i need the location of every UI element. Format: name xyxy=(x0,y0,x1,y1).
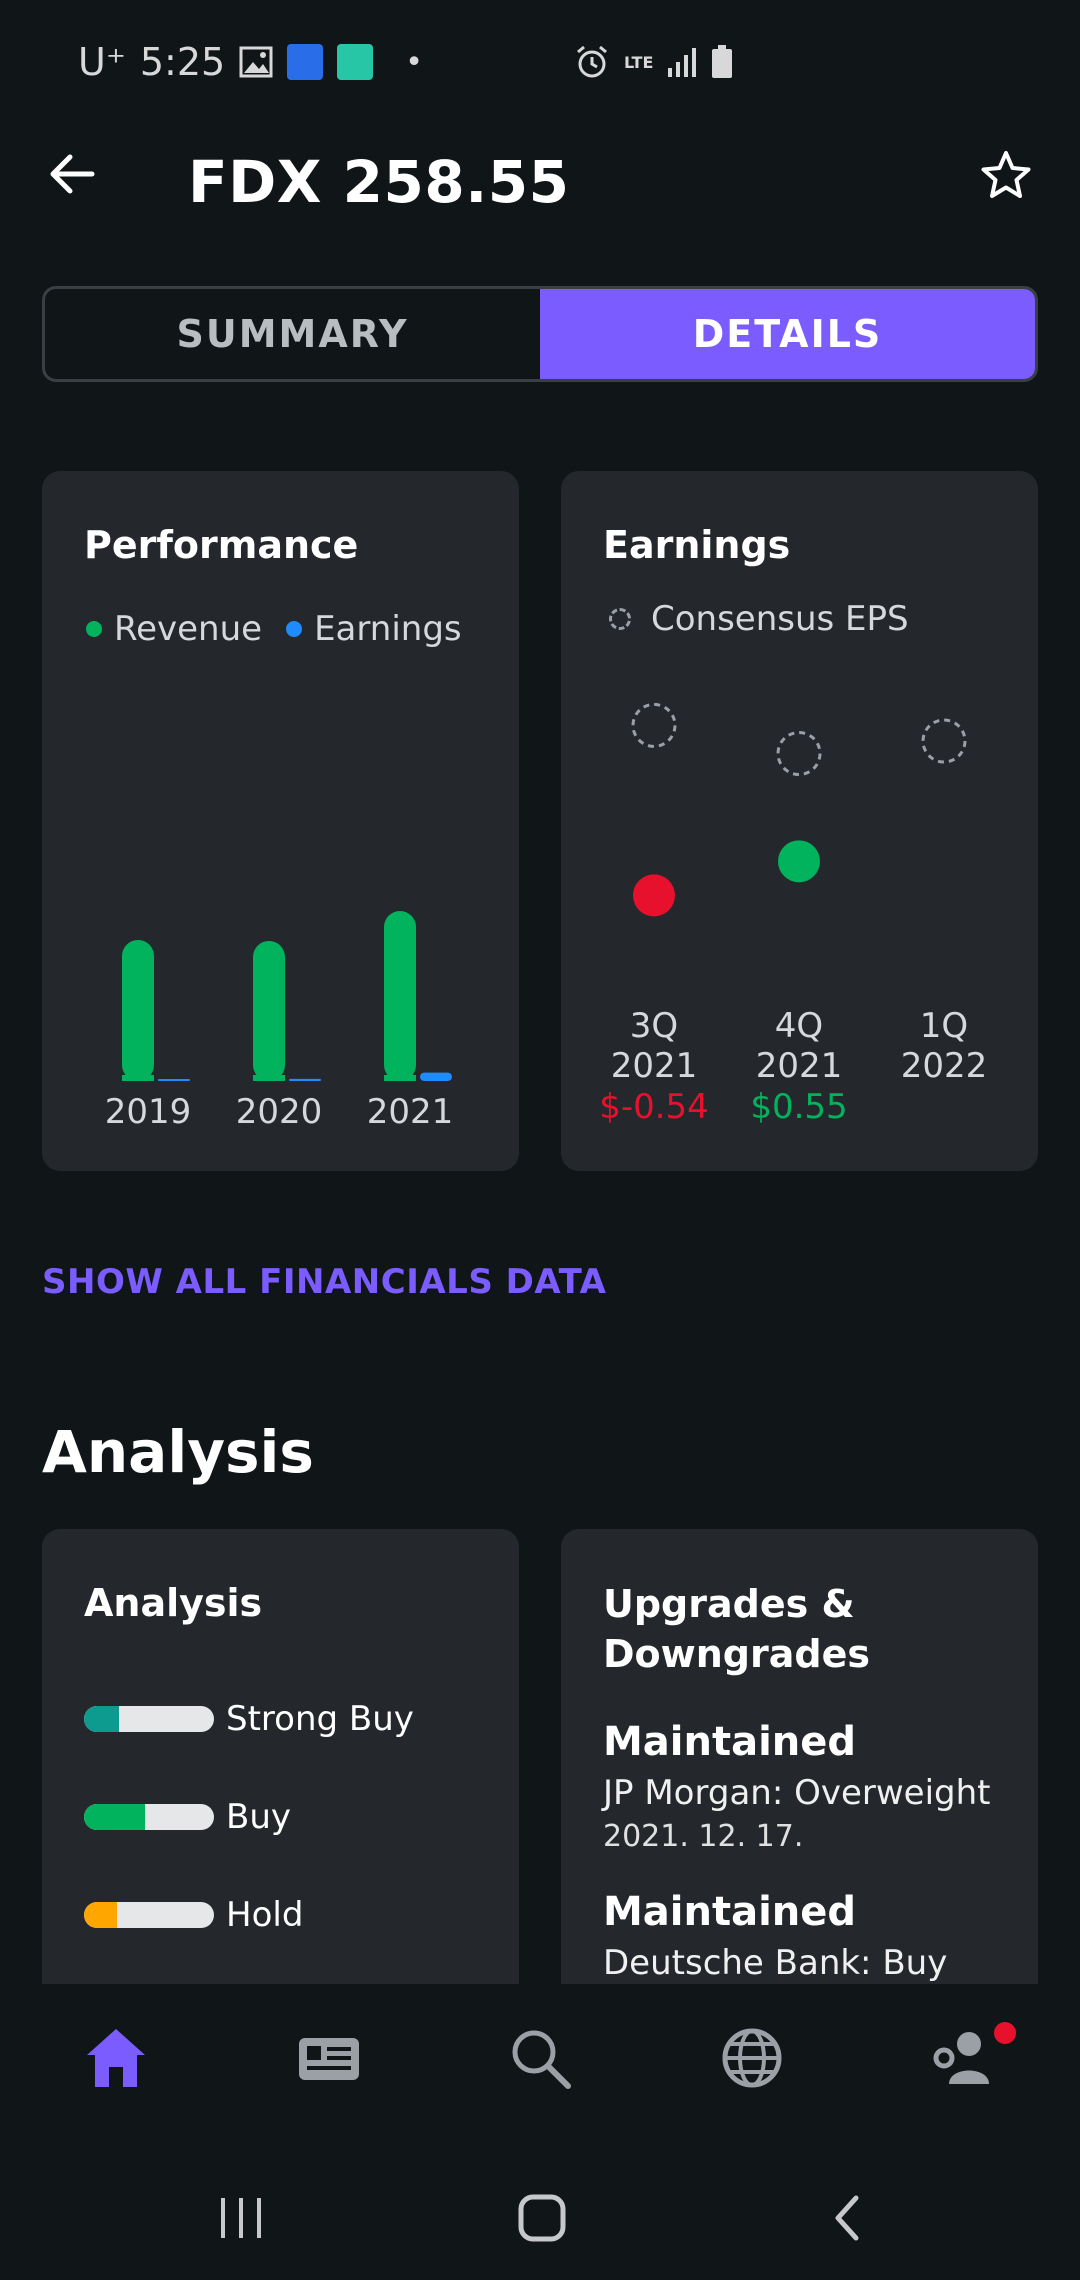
back-button[interactable] xyxy=(44,146,100,202)
upgrades-downgrades-card[interactable]: Upgrades & Downgrades Maintained JP Morg… xyxy=(561,1529,1038,1999)
year-tick-label: 2020 xyxy=(236,1092,323,1132)
revenue-bar-base xyxy=(122,1075,154,1081)
quarter-tick-label: 4Q xyxy=(775,1006,823,1046)
eps-value-label: $-0.54 xyxy=(599,1087,709,1127)
status-bar: U⁺ 5:25 • LTE xyxy=(0,0,1080,128)
buy-bar xyxy=(84,1804,214,1830)
actual-eps-point xyxy=(633,874,675,917)
nav-search[interactable] xyxy=(500,2018,580,2098)
carrier-label: U⁺ xyxy=(78,40,126,84)
nav-markets[interactable] xyxy=(712,2018,792,2098)
strong-buy-label: Strong Buy xyxy=(226,1699,414,1739)
battery-icon xyxy=(712,45,733,78)
revenue-bar xyxy=(122,939,154,1081)
star-icon xyxy=(981,151,1031,198)
analysis-card[interactable]: Analysis Strong Buy Buy Hold xyxy=(42,1529,519,1999)
notification-badge xyxy=(994,2022,1016,2044)
actual-eps-point xyxy=(778,840,820,883)
earnings-legend-label: Earnings xyxy=(314,609,462,649)
k-app-icon xyxy=(337,44,374,80)
app-notification-icon xyxy=(287,44,324,80)
upgrade-item: Maintained Deutsche Bank: Buy xyxy=(603,1889,947,1983)
revenue-legend-label: Revenue xyxy=(114,609,263,649)
nav-home[interactable] xyxy=(76,2018,156,2098)
performance-title: Performance xyxy=(84,523,359,567)
strong-buy-bar xyxy=(84,1706,214,1732)
more-notifications-dot: • xyxy=(405,44,423,80)
bottom-navigation xyxy=(0,1984,1080,2156)
performance-legend: Revenue Earnings xyxy=(86,609,462,649)
tab-summary[interactable]: SUMMARY xyxy=(176,312,409,356)
rating-row-buy: Buy xyxy=(84,1797,291,1837)
quarter-tick-label: 1Q xyxy=(920,1006,968,1046)
network-type: LTE xyxy=(624,52,654,72)
back-system-icon[interactable] xyxy=(830,2194,862,2242)
signal-icon xyxy=(668,48,697,77)
revenue-bar xyxy=(384,911,416,1081)
earnings-legend: Consensus EPS xyxy=(609,599,909,639)
clock: 5:25 xyxy=(139,40,226,84)
upgrades-title-line1: Upgrades & xyxy=(603,1582,855,1626)
revenue-legend-dot xyxy=(86,621,102,637)
tab-details[interactable]: DETAILS xyxy=(540,289,1035,379)
analysis-section-heading: Analysis xyxy=(42,1418,314,1486)
nav-news[interactable] xyxy=(289,2018,369,2098)
earnings-bar xyxy=(158,1079,190,1081)
rating-row-strong-buy: Strong Buy xyxy=(84,1699,414,1739)
profile-settings-icon xyxy=(933,2032,989,2084)
consensus-eps-point xyxy=(921,718,967,764)
hold-label: Hold xyxy=(226,1895,304,1935)
year-tick-label: 2021 xyxy=(367,1092,454,1132)
eps-value-label: $0.55 xyxy=(750,1087,847,1127)
year-tick-label: 2019 xyxy=(105,1092,192,1132)
globe-icon xyxy=(722,2028,782,2088)
home-icon xyxy=(87,2029,145,2087)
year-tick-label: 2022 xyxy=(901,1046,988,1086)
analysis-card-title: Analysis xyxy=(84,1581,263,1625)
recent-apps-icon[interactable] xyxy=(218,2196,264,2240)
revenue-bar-base xyxy=(253,1075,285,1081)
performance-chart: 2019 2020 2021 xyxy=(105,911,454,1132)
alarm-icon xyxy=(577,45,607,78)
search-icon xyxy=(512,2030,571,2089)
earnings-legend-dot xyxy=(286,621,303,637)
news-icon xyxy=(299,2038,359,2080)
upgrade-item: Maintained JP Morgan: Overweight 2021. 1… xyxy=(603,1719,991,1854)
upgrades-title-line2: Downgrades xyxy=(603,1632,870,1676)
page-title: FDX 258.55 xyxy=(188,148,570,216)
year-tick-label: 2021 xyxy=(756,1046,843,1086)
earnings-title: Earnings xyxy=(603,523,791,567)
hold-bar xyxy=(84,1902,214,1928)
performance-card[interactable]: Performance Revenue Earnings 2019 2020 202… xyxy=(42,471,519,1171)
earnings-bar xyxy=(289,1078,321,1081)
upgrade-date: 2021. 12. 17. xyxy=(603,1819,804,1854)
rating-row-hold: Hold xyxy=(84,1895,303,1935)
upgrade-action: Maintained xyxy=(603,1719,857,1765)
back-arrow-icon xyxy=(50,154,95,194)
upgrade-detail: JP Morgan: Overweight xyxy=(603,1773,991,1813)
quarter-tick-label: 3Q xyxy=(630,1006,678,1046)
system-navigation-bar xyxy=(0,2156,1080,2280)
year-tick-label: 2021 xyxy=(611,1046,698,1086)
earnings-card[interactable]: Earnings Consensus EPS 3Q 2021 $-0.54 4Q 202… xyxy=(561,471,1038,1171)
consensus-legend-label: Consensus EPS xyxy=(651,599,909,639)
earnings-bar xyxy=(420,1072,452,1081)
upgrade-detail: Deutsche Bank: Buy xyxy=(603,1943,948,1983)
show-all-financials-link[interactable]: SHOW ALL FINANCIALS DATA xyxy=(42,1262,607,1302)
upgrades-title: Upgrades & Downgrades xyxy=(603,1579,870,1679)
revenue-bar xyxy=(253,940,285,1081)
buy-label: Buy xyxy=(226,1797,291,1837)
upgrade-action: Maintained xyxy=(603,1889,857,1935)
watchlist-star-button[interactable] xyxy=(978,148,1034,204)
consensus-eps-point xyxy=(631,702,677,748)
consensus-eps-point xyxy=(776,731,822,776)
consensus-legend-dot xyxy=(609,608,631,630)
gallery-icon xyxy=(239,46,273,78)
home-system-icon[interactable] xyxy=(518,2194,566,2242)
revenue-bar-base xyxy=(384,1075,416,1081)
tab-bar: SUMMARY DETAILS xyxy=(42,286,1038,382)
nav-profile[interactable] xyxy=(924,2018,1016,2098)
